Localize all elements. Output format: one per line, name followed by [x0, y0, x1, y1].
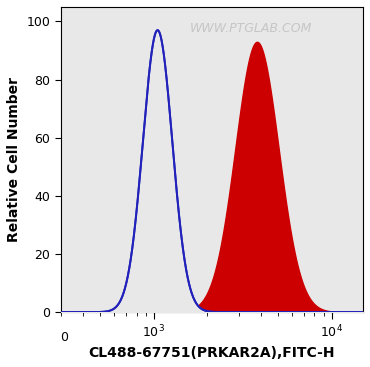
Text: 0: 0 [61, 331, 68, 344]
Y-axis label: Relative Cell Number: Relative Cell Number [7, 77, 21, 242]
X-axis label: CL488-67751(PRKAR2A),FITC-H: CL488-67751(PRKAR2A),FITC-H [89, 346, 335, 360]
Text: WWW.PTGLAB.COM: WWW.PTGLAB.COM [190, 22, 312, 35]
